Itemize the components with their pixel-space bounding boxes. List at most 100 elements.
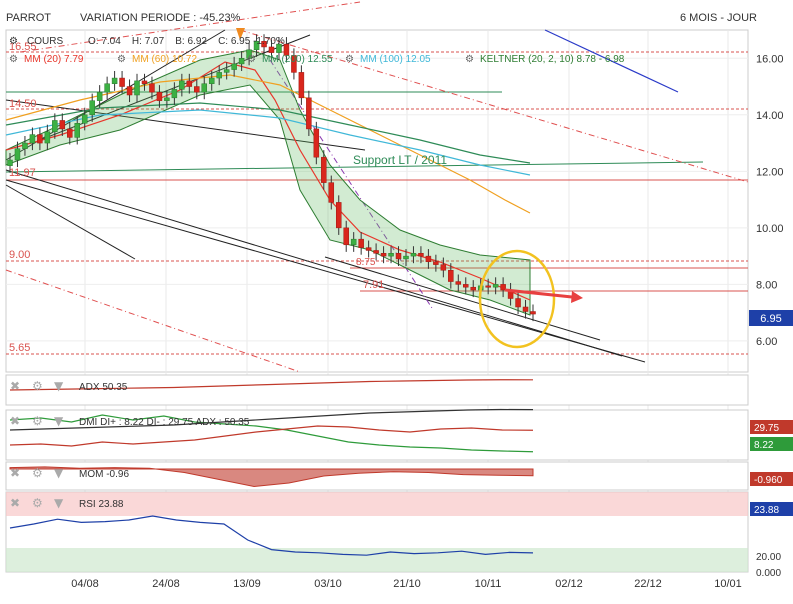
value-badge-text: -0.960 (754, 475, 783, 486)
candle-body (306, 97, 312, 130)
candle-body (171, 89, 178, 99)
candle-body (186, 80, 193, 87)
candle-body (44, 131, 51, 144)
rsi-tick: 0.000 (756, 568, 781, 579)
candle-body (335, 202, 342, 229)
legend: ⚙ COURS O: 7.04 H: 7.07 B: 6.92 C: 6.95 … (9, 36, 625, 65)
panel-label: RSI 23.88 (79, 499, 124, 510)
candle-body (164, 97, 170, 101)
x-tick: 22/12 (634, 578, 662, 590)
candle-body (425, 255, 432, 263)
candle-body (463, 284, 469, 288)
candle-body (343, 227, 349, 246)
candle-body (149, 83, 155, 93)
indicator-legend-label: KELTNER (20, 2, 10) 8.78 - 6.98 (480, 54, 625, 65)
candle-body (22, 142, 28, 149)
price-axis: 6.00 8.00 10.00 12.00 14.00 16.00 (756, 53, 784, 348)
ticker-label: PARROT (6, 12, 52, 24)
candle-body (380, 253, 387, 257)
gear-icon[interactable]: ⚙ (32, 379, 43, 393)
move-icon[interactable]: ▼ (54, 414, 64, 428)
candle-body (89, 100, 95, 116)
highlight-ellipse (478, 249, 556, 349)
x-axis: 04/08 24/08 13/09 03/10 21/10 10/11 02/12 22/12… (71, 578, 742, 590)
period-label: 6 MOIS - JOUR (680, 12, 758, 24)
value-badge (750, 420, 793, 434)
value-badge (750, 472, 793, 486)
value-badge (750, 502, 793, 516)
candle-body (522, 306, 529, 312)
x-tick: 03/10 (314, 578, 342, 590)
candle-body (253, 41, 260, 51)
candle-body (179, 80, 185, 90)
indicator-legend-label: MM (60) 10.72 (132, 54, 197, 65)
x-tick: 21/10 (393, 578, 421, 590)
candle-body (246, 49, 252, 59)
price-tick: 10.00 (756, 223, 784, 235)
candle-body (29, 134, 36, 144)
candle-body (470, 286, 476, 291)
level-875: 8.75 (356, 257, 376, 268)
candle-body (350, 238, 357, 246)
candle-body (231, 63, 237, 70)
panel-series-rsi (9, 515, 534, 556)
move-icon[interactable]: ▼ (54, 496, 64, 510)
value-badge-text: 23.88 (754, 505, 779, 516)
candle-body (373, 250, 379, 254)
indicator-settings-icon[interactable]: ⚙ (465, 54, 474, 65)
candle-body (141, 80, 148, 84)
candle-body (74, 123, 80, 138)
candle-body (455, 281, 462, 285)
settings-icon[interactable]: ⚙ (9, 36, 18, 47)
candle-body (358, 238, 364, 248)
candle-body (104, 83, 110, 93)
gear-icon[interactable]: ⚙ (32, 414, 43, 428)
last-price-text: 6.95 (760, 313, 781, 325)
indicator-settings-icon[interactable]: ⚙ (117, 54, 126, 65)
candle-body (81, 114, 88, 124)
cours-label: COURS (27, 36, 63, 47)
indicator-settings-icon[interactable]: ⚙ (345, 54, 354, 65)
last-price-badge (749, 310, 793, 326)
candle-body (321, 156, 327, 183)
trend-lines (5, 1, 749, 373)
level-1450: 14.50 (9, 98, 37, 110)
candle-body (7, 159, 13, 166)
candle-body (492, 284, 499, 288)
gear-icon[interactable]: ⚙ (32, 466, 43, 480)
close-icon[interactable]: ✖ (10, 466, 20, 480)
level-565: 5.65 (9, 342, 30, 354)
value-badge (750, 437, 793, 451)
close-icon[interactable]: ✖ (10, 496, 20, 510)
annotations: Support LT / 2011 16.55 14.50 11.97 9.00… (9, 28, 583, 354)
level-791: 7.91 (363, 279, 384, 291)
rsi-overbought-zone (6, 492, 748, 516)
candle-body (448, 269, 454, 282)
indicator-settings-icon[interactable]: ⚙ (9, 54, 18, 65)
level-1197: 11.97 (9, 167, 36, 179)
candle-body (111, 77, 118, 84)
close-icon[interactable]: ✖ (10, 379, 20, 393)
panel-series-di (9, 414, 534, 453)
candle-body (530, 311, 536, 315)
x-tick: 13/09 (233, 578, 261, 590)
value-badge-text: 8.22 (754, 440, 774, 451)
move-icon[interactable]: ▼ (54, 466, 64, 480)
arrow-head (571, 291, 583, 303)
candle-body (156, 91, 163, 101)
candle-body (194, 86, 200, 93)
move-icon[interactable]: ▼ (54, 379, 64, 393)
ohlc-values: O: 7.04 H: 7.07 B: 6.92 C: 6.95 -1.70% (88, 36, 285, 47)
level-900: 9.00 (9, 249, 30, 261)
indicator-panels: ✖ ⚙ ▼ ADX 50.35 ✖ ⚙ ▼ DMI DI+ : 8.22 DI- : 29.7… (5, 374, 793, 579)
panel-label: DMI DI+ : 8.22 DI- : 29.75 ADX : 50.35 (79, 417, 250, 428)
indicator-settings-icon[interactable]: ⚙ (247, 54, 256, 65)
candle-body (238, 58, 245, 65)
gear-icon[interactable]: ⚙ (32, 496, 43, 510)
value-badge-text: 29.75 (754, 423, 779, 434)
moving-averages (5, 61, 531, 301)
candle-body (291, 55, 297, 73)
price-tick: 12.00 (756, 166, 784, 178)
close-icon[interactable]: ✖ (10, 414, 20, 428)
candle-body (96, 91, 103, 101)
